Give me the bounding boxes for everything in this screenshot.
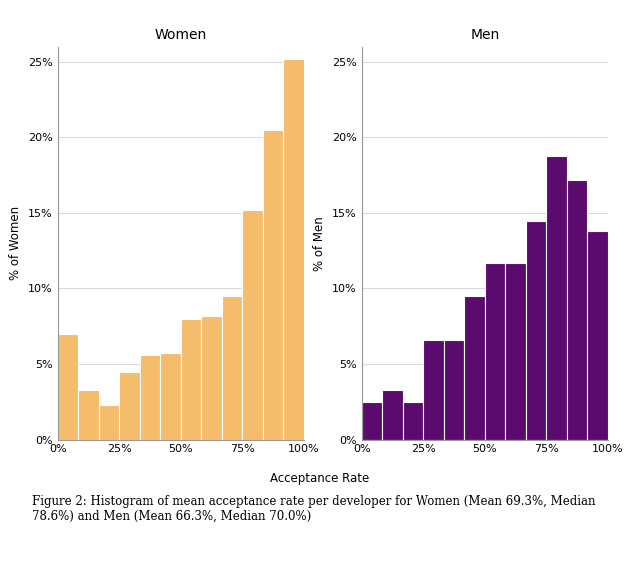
Title: Men: Men [470, 28, 499, 42]
Y-axis label: % of Men: % of Men [314, 216, 326, 271]
Bar [382, 390, 403, 440]
Bar [78, 390, 99, 440]
Title: Women: Women [155, 28, 207, 42]
Bar [140, 355, 160, 440]
Bar [181, 319, 202, 440]
Bar [243, 210, 263, 440]
Text: Acceptance Rate: Acceptance Rate [270, 472, 370, 485]
Bar [567, 180, 588, 440]
Bar [362, 402, 382, 440]
Bar [160, 353, 180, 440]
Bar [444, 340, 464, 440]
Y-axis label: % of Women: % of Women [10, 206, 22, 280]
Bar [485, 263, 506, 440]
Bar [222, 296, 243, 440]
Bar [423, 340, 444, 440]
Bar [526, 220, 547, 440]
Text: Figure 2: Histogram of mean acceptance rate per developer for Women (Mean 69.3%,: Figure 2: Histogram of mean acceptance r… [32, 495, 595, 523]
Bar [99, 405, 119, 440]
Bar [464, 296, 485, 440]
Bar [547, 156, 567, 440]
Bar [58, 334, 78, 440]
Bar [403, 402, 423, 440]
Bar [119, 372, 140, 440]
Bar [202, 316, 222, 440]
Bar [588, 231, 608, 440]
Bar [506, 263, 526, 440]
Bar [284, 59, 304, 440]
Bar [263, 130, 284, 440]
